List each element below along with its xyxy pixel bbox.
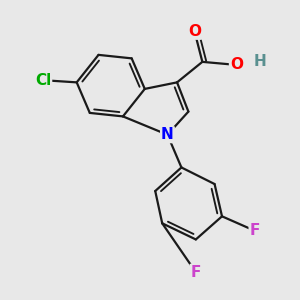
Text: N: N — [161, 127, 174, 142]
Text: H: H — [254, 54, 267, 69]
Text: O: O — [230, 57, 243, 72]
Text: F: F — [250, 223, 260, 238]
Text: Cl: Cl — [35, 73, 51, 88]
Text: F: F — [190, 265, 201, 280]
Text: O: O — [188, 24, 201, 39]
